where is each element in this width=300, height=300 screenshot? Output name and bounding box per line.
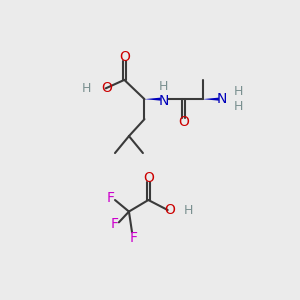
Text: O: O [143, 172, 154, 185]
Text: N: N [217, 92, 227, 106]
Polygon shape [145, 98, 161, 101]
Text: H: H [82, 82, 91, 95]
Text: H: H [184, 203, 193, 217]
Polygon shape [202, 98, 219, 101]
Text: O: O [164, 203, 175, 217]
Text: H: H [233, 100, 243, 113]
Text: O: O [119, 50, 130, 64]
Text: O: O [178, 115, 189, 129]
Text: F: F [106, 191, 114, 206]
Text: F: F [110, 217, 118, 231]
Text: N: N [159, 94, 169, 108]
Text: O: O [101, 81, 112, 95]
Text: H: H [233, 85, 243, 98]
Text: H: H [159, 80, 169, 92]
Text: F: F [130, 231, 138, 245]
